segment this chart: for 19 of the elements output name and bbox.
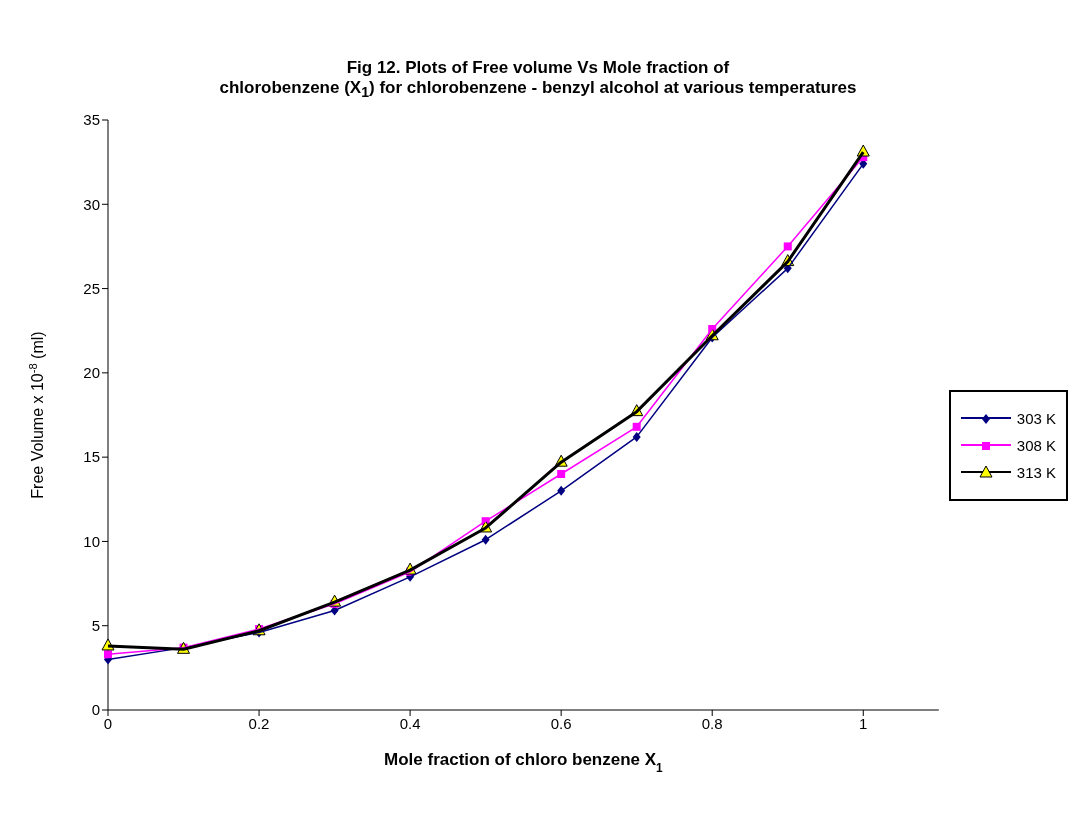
- y-tick-label: 20: [83, 364, 100, 382]
- chart-title: Fig 12. Plots of Free volume Vs Mole fraction of chlorobenzene (X$_{1}$) for chlorobenzene - benzyl alcohol at various temperatures: [218, 57, 858, 101]
- y-tick-label: 10: [83, 533, 100, 551]
- y-tick-label: 30: [83, 196, 100, 213]
- y-tick-label: 25: [83, 280, 100, 298]
- x-tick-label: 0.4: [399, 715, 421, 733]
- legend-label: 308 K: [1016, 436, 1056, 454]
- x-tick-label: 0: [103, 715, 113, 733]
- y-tick-label: 5: [91, 617, 100, 635]
- x-tick-label: 1: [859, 715, 868, 733]
- x-tick-label: 0.8: [701, 715, 723, 733]
- x-tick-label: 0.2: [248, 715, 270, 733]
- x-tick-label: 0.6: [550, 715, 572, 733]
- y-tick-label: 35: [83, 111, 100, 129]
- x-axis-title: Mole fraction of chloro benzene X$_{1}$: [384, 750, 664, 776]
- legend-label: 303 K: [1016, 409, 1056, 427]
- y-tick-label: 15: [83, 448, 100, 466]
- legend-label: 313 K: [1016, 463, 1056, 481]
- y-tick-label: 0: [91, 701, 100, 719]
